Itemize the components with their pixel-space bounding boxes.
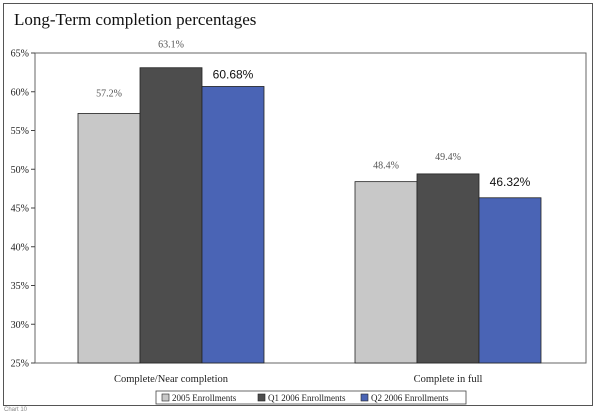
legend-swatch [161,393,170,402]
y-tick-label: 45% [11,204,29,215]
data-label: 60.68% [213,67,254,81]
y-tick-label: 60% [11,87,29,98]
data-label: 57.2% [96,88,122,99]
bar-0-1 [139,67,203,364]
data-labels: 57.2% 63.1% 60.68% 48.4% 49.4% 46.32% [96,40,531,189]
category-labels: Complete/Near completion Complete in full [114,374,483,385]
data-label: 63.1% [158,40,184,51]
bar-1-2 [478,197,542,364]
legend-label: Q2 2006 Enrollments [371,393,449,403]
data-label: 46.32% [490,175,531,189]
bars [77,67,542,364]
bar-0-0 [77,113,141,364]
y-tick-label: 40% [11,242,29,253]
y-tick-label: 35% [11,281,29,292]
y-tick-label: 55% [11,126,29,137]
y-tick-label: 50% [11,165,29,176]
bar-1-0 [354,181,418,364]
footer-note: Chart 10 [4,407,28,413]
bar-1-1 [416,173,480,364]
legend: 2005 Enrollments Q1 2006 Enrollments Q2 20… [155,390,467,405]
y-tick-label: 30% [11,320,29,331]
category-label: Complete/Near completion [114,374,229,385]
legend-swatch [257,393,266,402]
legend-box [155,390,467,405]
legend-label: Q1 2006 Enrollments [268,393,346,403]
y-tick-label: 25% [11,359,29,370]
data-label: 48.4% [373,161,399,172]
bar-0-2 [201,86,265,364]
category-label: Complete in full [414,374,483,385]
chart-title: Long-Term completion percentages [14,10,257,29]
y-tick-label: 65% [11,49,29,60]
legend-swatch [360,393,369,402]
legend-label: 2005 Enrollments [172,393,237,403]
data-label: 49.4% [435,152,461,163]
y-axis: 25% 30% 35% 40% 45% 50% 55% 60% 65% [11,49,35,370]
